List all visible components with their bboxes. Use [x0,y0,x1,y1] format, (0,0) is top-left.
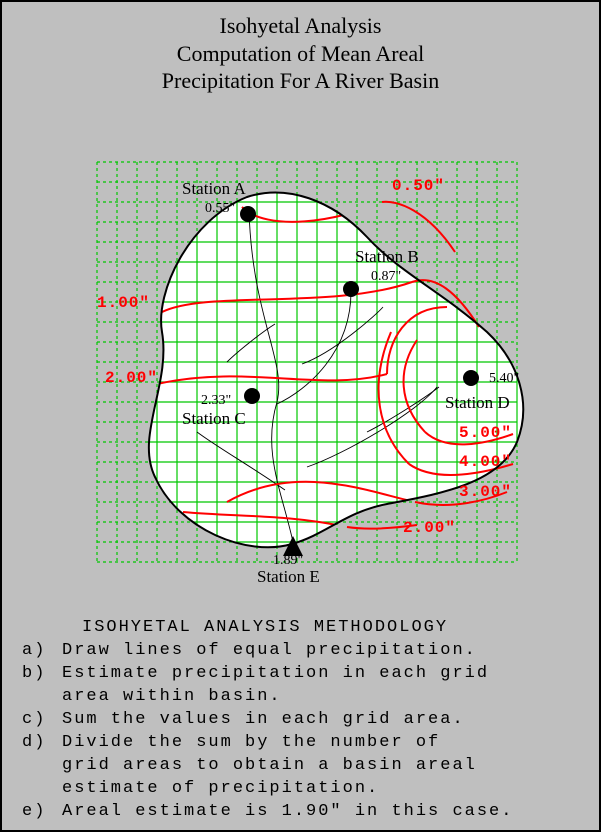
methodology-tag [22,686,62,709]
methodology-tag: b) [22,663,62,686]
title-line: Computation of Mean Areal [2,40,599,68]
station-marker [244,388,260,404]
methodology-text: grid areas to obtain a basin areal [62,755,477,778]
methodology-tag: a) [22,640,62,663]
methodology-line: a)Draw lines of equal precipitation. [22,640,579,663]
isohyet-label: 2.00" [105,369,158,387]
methodology-line: grid areas to obtain a basin areal [22,755,579,778]
methodology-tag: c) [22,709,62,732]
isohyet-label: 5.00" [459,424,512,442]
methodology-text: area within basin. [62,686,282,709]
methodology-tag: d) [22,732,62,755]
methodology-text: Areal estimate is 1.90" in this case. [62,801,513,824]
station-marker [343,281,359,297]
station-value: 0.55" [205,201,235,216]
station-name: Station E [257,567,320,582]
methodology-line: c)Sum the values in each grid area. [22,709,579,732]
isohyet-label: 4.00" [459,453,512,471]
station-marker [240,206,256,222]
station-value: 0.87" [371,269,401,284]
methodology-text: Draw lines of equal precipitation. [62,640,477,663]
methodology-line: d)Divide the sum by the number of [22,732,579,755]
isohyet-label: 2.00" [403,519,456,537]
title-line: Isohyetal Analysis [2,12,599,40]
isohyet-label: 1.00" [97,294,150,312]
methodology-text: estimate of precipitation. [62,778,379,801]
station-value: 2.33" [201,393,231,408]
methodology-line: b)Estimate precipitation in each grid [22,663,579,686]
methodology-text: Divide the sum by the number of [62,732,440,755]
methodology-text: Estimate precipitation in each grid [62,663,489,686]
diagram-area: 0.50"1.00"2.00"5.00"4.00"3.00"2.00"Stati… [87,152,527,582]
isohyet-label: 3.00" [459,483,512,501]
station-name: Station A [182,179,246,198]
methodology-line: estimate of precipitation. [22,778,579,801]
station-name: Station C [182,409,246,428]
methodology-title: ISOHYETAL ANALYSIS METHODOLOGY [22,617,579,640]
station-name: Station B [355,247,419,266]
page-title: Isohyetal AnalysisComputation of Mean Ar… [2,2,599,95]
methodology-tag: e) [22,801,62,824]
methodology-tag [22,755,62,778]
isohyet-label: 0.50" [392,177,445,195]
station-value: 1.89" [273,553,303,568]
isohyetal-diagram: 0.50"1.00"2.00"5.00"4.00"3.00"2.00"Stati… [87,152,527,582]
methodology-line: area within basin. [22,686,579,709]
methodology-text: Sum the values in each grid area. [62,709,465,732]
station-name: Station D [445,393,510,412]
methodology-line: e)Areal estimate is 1.90" in this case. [22,801,579,824]
station-marker [463,370,479,386]
methodology-tag [22,778,62,801]
station-value: 5.40" [489,371,519,386]
methodology-block: ISOHYETAL ANALYSIS METHODOLOGYa)Draw lin… [2,617,599,823]
title-line: Precipitation For A River Basin [2,67,599,95]
